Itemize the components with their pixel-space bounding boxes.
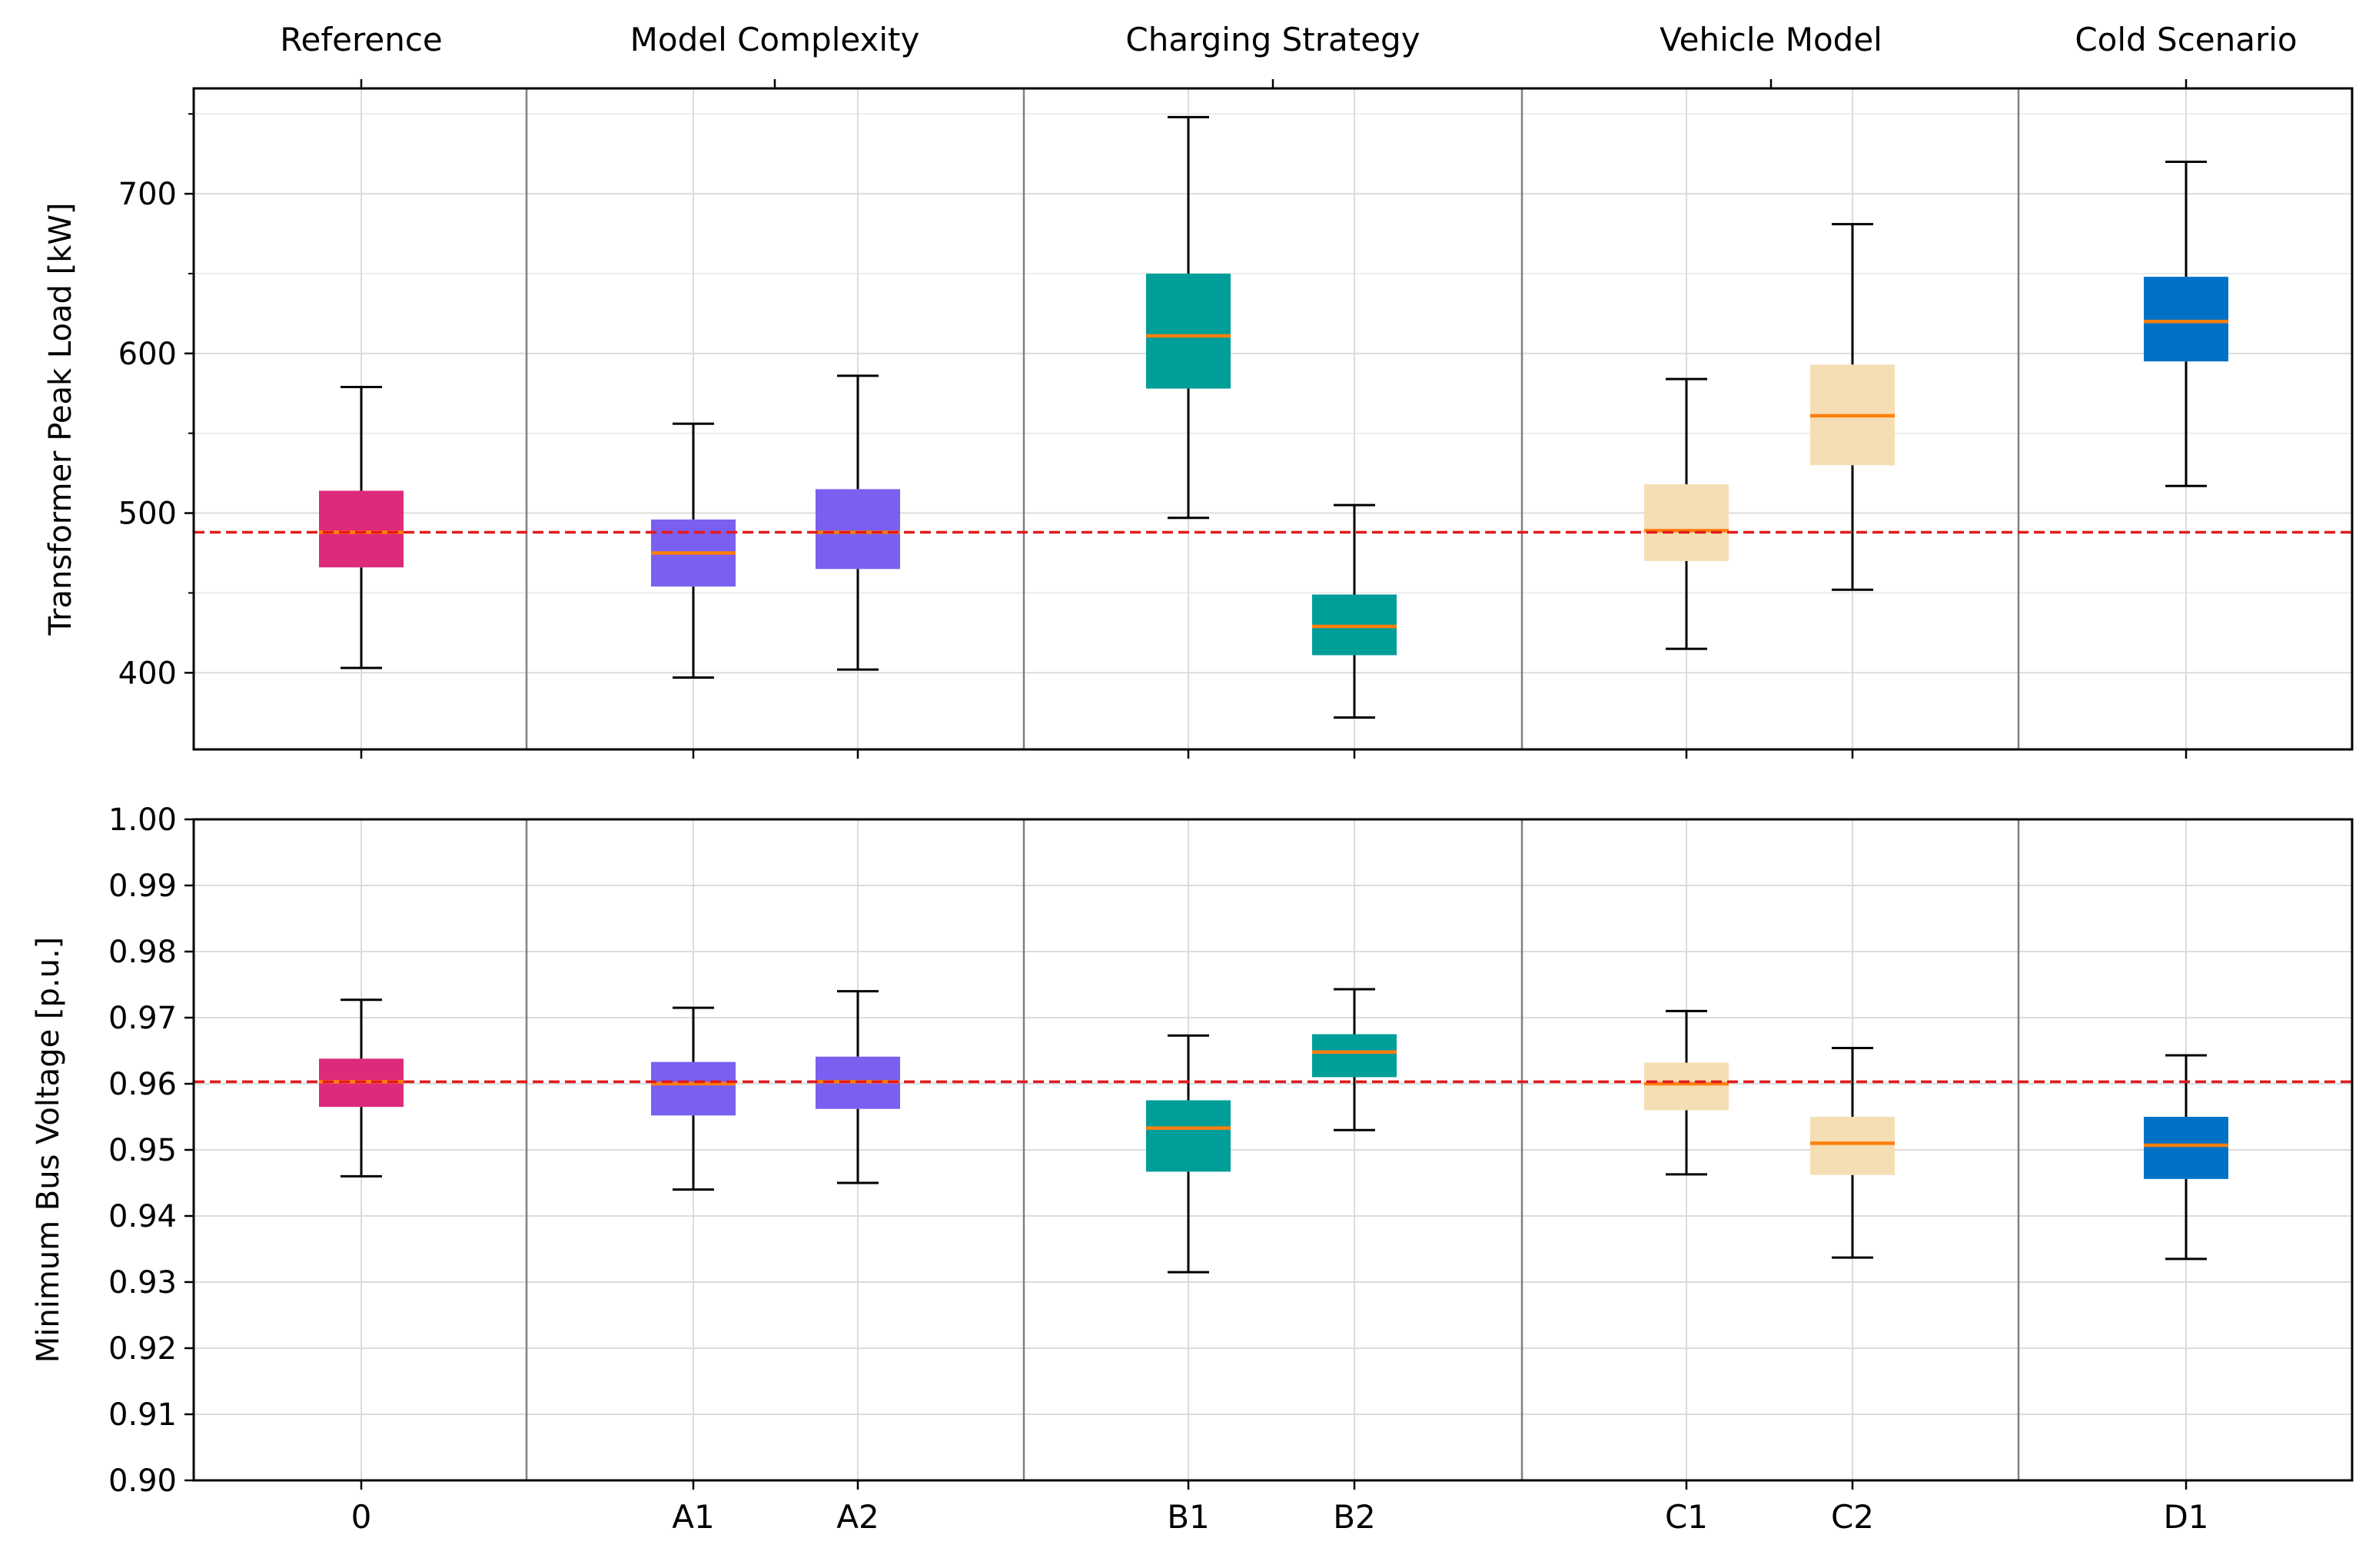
y-tick-label: 1.00 xyxy=(108,802,177,838)
y-tick-label: 0.90 xyxy=(108,1463,177,1499)
group-label-cold-scenario: Cold Scenario xyxy=(2075,21,2297,58)
box-iqr xyxy=(1810,1117,1895,1175)
box-C1 xyxy=(1644,377,1729,650)
y-tick-label: 500 xyxy=(118,497,177,532)
box-C2 xyxy=(1810,223,1895,591)
box-iqr xyxy=(2144,1117,2228,1179)
box-B1 xyxy=(1146,115,1231,520)
group-label-vehicle-model: Vehicle Model xyxy=(1660,21,1882,58)
y-tick-label: 400 xyxy=(118,656,177,691)
box-A2 xyxy=(816,374,900,671)
y-axis-label: Minimum Bus Voltage [p.u.] xyxy=(31,937,66,1364)
y-tick-label: 600 xyxy=(118,337,177,372)
box-iqr xyxy=(1146,273,1231,389)
box-iqr xyxy=(1312,1034,1397,1078)
x-tick-label: C2 xyxy=(1831,1498,1874,1536)
box-iqr xyxy=(1146,1100,1231,1172)
box-A1 xyxy=(651,1006,736,1191)
box-iqr xyxy=(651,1061,736,1116)
y-tick-label: 0.91 xyxy=(108,1397,177,1433)
box-D1 xyxy=(2144,1054,2228,1261)
x-tick-label: A1 xyxy=(672,1498,714,1536)
box-B1 xyxy=(1146,1034,1231,1274)
y-tick-label: 0.96 xyxy=(108,1067,177,1102)
y-tick-label: 0.97 xyxy=(108,1001,177,1036)
group-label-charging-strategy: Charging Strategy xyxy=(1125,21,1420,58)
x-tick-label: A2 xyxy=(836,1498,879,1536)
box-B2 xyxy=(1312,988,1397,1131)
y-axis-label: Transformer Peak Load [kW] xyxy=(43,202,78,636)
box-B2 xyxy=(1312,503,1397,719)
top-panel-peak-load: 400 500 600 700 Transformer Peak Load [kW] xyxy=(43,79,2354,759)
y-tick-label: 0.95 xyxy=(108,1133,177,1168)
x-tick-label: 0 xyxy=(351,1498,372,1536)
x-tick-label: C1 xyxy=(1665,1498,1708,1536)
group-label-model-complexity: Model Complexity xyxy=(630,21,920,58)
box-C2 xyxy=(1810,1047,1895,1259)
box-0 xyxy=(319,385,404,669)
y-tick-label: 0.93 xyxy=(108,1265,177,1301)
box-iqr xyxy=(319,490,404,568)
bottom-panel-bus-voltage: 0.90 0.91 0.92 0.93 0.94 0.95 0.96 0.97 0.98 0.99… xyxy=(31,802,2354,1536)
box-iqr xyxy=(816,489,900,570)
y-tick-label: 0.99 xyxy=(108,869,177,904)
box-D1 xyxy=(2144,161,2228,487)
y-tick-label: 700 xyxy=(118,177,177,212)
y-tick-label: 0.92 xyxy=(108,1331,177,1367)
box-iqr xyxy=(2144,277,2228,362)
x-tick-label: D1 xyxy=(2163,1498,2208,1536)
y-tick-label: 0.98 xyxy=(108,935,177,970)
box-iqr xyxy=(1644,1062,1729,1111)
x-tick-label: B2 xyxy=(1333,1498,1376,1536)
x-tick-label: B1 xyxy=(1167,1498,1210,1536)
group-labels: Reference Model Complexity Charging Stra… xyxy=(280,21,2297,58)
y-tick-label: 0.94 xyxy=(108,1199,177,1234)
group-label-reference: Reference xyxy=(280,21,443,58)
box-A1 xyxy=(651,422,736,679)
box-C1 xyxy=(1644,1009,1729,1176)
box-iqr xyxy=(1644,484,1729,561)
